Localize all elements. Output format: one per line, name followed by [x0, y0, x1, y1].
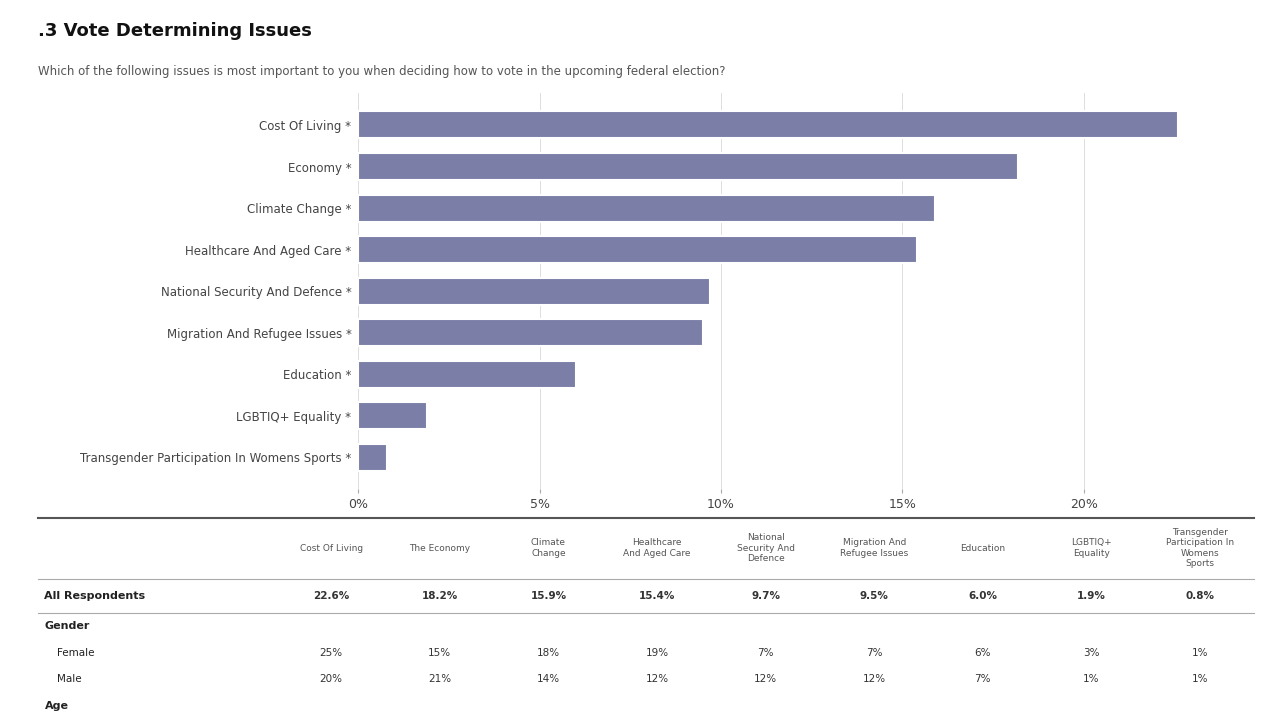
Text: 15.4%: 15.4%	[639, 591, 675, 601]
Bar	[358, 111, 1178, 139]
Text: 21%: 21%	[429, 674, 452, 684]
Text: 12%: 12%	[754, 674, 777, 684]
Text: 3%: 3%	[1083, 648, 1100, 658]
Text: 12%: 12%	[645, 674, 668, 684]
Text: 15%: 15%	[429, 648, 452, 658]
Text: 18.2%: 18.2%	[421, 591, 458, 601]
Text: 7%: 7%	[758, 648, 774, 658]
Text: Male: Male	[56, 674, 81, 684]
Text: 1%: 1%	[1192, 648, 1208, 658]
Text: 1.9%: 1.9%	[1076, 591, 1106, 601]
Text: All Respondents: All Respondents	[45, 591, 146, 601]
Text: Female: Female	[56, 648, 95, 658]
Text: 19%: 19%	[645, 648, 668, 658]
Text: Healthcare
And Aged Care: Healthcare And Aged Care	[623, 539, 691, 558]
Bar	[358, 361, 576, 388]
Text: 25%: 25%	[320, 648, 343, 658]
Text: .3 Vote Determining Issues: .3 Vote Determining Issues	[38, 22, 312, 40]
Text: 1%: 1%	[1192, 674, 1208, 684]
Text: 18%: 18%	[536, 648, 559, 658]
Text: Which of the following issues is most important to you when deciding how to vote: Which of the following issues is most im…	[38, 65, 726, 78]
Text: Transgender
Participation In
Womens
Sports: Transgender Participation In Womens Spor…	[1166, 528, 1234, 568]
Text: Cost Of Living: Cost Of Living	[300, 544, 362, 553]
Text: 1%: 1%	[1083, 674, 1100, 684]
Text: 9.5%: 9.5%	[860, 591, 888, 601]
Text: National
Security And
Defence: National Security And Defence	[736, 533, 795, 563]
Text: Age: Age	[45, 701, 68, 711]
Text: 22.6%: 22.6%	[314, 591, 349, 601]
Text: 15.9%: 15.9%	[530, 591, 567, 601]
Text: 20%: 20%	[320, 674, 343, 684]
Text: LGBTIQ+
Equality: LGBTIQ+ Equality	[1071, 539, 1112, 558]
Text: The Economy: The Economy	[410, 544, 470, 553]
Bar	[358, 236, 916, 263]
Text: Education: Education	[960, 544, 1005, 553]
Text: 7%: 7%	[867, 648, 882, 658]
Text: 14%: 14%	[536, 674, 559, 684]
Text: Migration And
Refugee Issues: Migration And Refugee Issues	[840, 539, 909, 558]
Text: 6%: 6%	[974, 648, 991, 658]
Text: 7%: 7%	[974, 674, 991, 684]
Bar	[358, 444, 388, 471]
Text: 12%: 12%	[863, 674, 886, 684]
Text: Gender: Gender	[45, 621, 90, 631]
Bar	[358, 319, 703, 347]
Bar	[358, 403, 428, 429]
Text: 0.8%: 0.8%	[1185, 591, 1215, 601]
Text: 6.0%: 6.0%	[969, 591, 997, 601]
Bar	[358, 153, 1019, 180]
Text: 9.7%: 9.7%	[751, 591, 780, 601]
Text: Climate
Change: Climate Change	[531, 539, 566, 558]
Bar	[358, 278, 710, 305]
Bar	[358, 195, 934, 221]
